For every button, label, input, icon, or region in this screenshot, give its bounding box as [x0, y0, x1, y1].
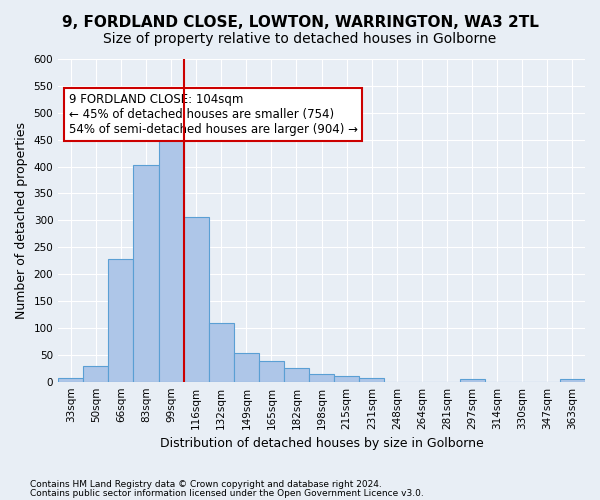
- Text: Contains public sector information licensed under the Open Government Licence v3: Contains public sector information licen…: [30, 488, 424, 498]
- Bar: [83, 366, 109, 382]
- Bar: [234, 352, 259, 382]
- Y-axis label: Number of detached properties: Number of detached properties: [15, 122, 28, 319]
- Bar: [184, 216, 209, 382]
- X-axis label: Distribution of detached houses by size in Golborne: Distribution of detached houses by size …: [160, 437, 484, 450]
- Bar: [309, 374, 334, 382]
- Bar: [460, 379, 485, 382]
- Text: 9 FORDLAND CLOSE: 104sqm
← 45% of detached houses are smaller (754)
54% of semi-: 9 FORDLAND CLOSE: 104sqm ← 45% of detach…: [69, 93, 358, 136]
- Bar: [109, 259, 133, 382]
- Bar: [560, 379, 585, 382]
- Text: 9, FORDLAND CLOSE, LOWTON, WARRINGTON, WA3 2TL: 9, FORDLAND CLOSE, LOWTON, WARRINGTON, W…: [62, 15, 538, 30]
- Bar: [359, 378, 385, 382]
- Bar: [334, 376, 359, 382]
- Bar: [284, 368, 309, 382]
- Bar: [58, 378, 83, 382]
- Bar: [259, 360, 284, 382]
- Bar: [209, 322, 234, 382]
- Bar: [158, 132, 184, 382]
- Text: Contains HM Land Registry data © Crown copyright and database right 2024.: Contains HM Land Registry data © Crown c…: [30, 480, 382, 489]
- Bar: [133, 165, 158, 382]
- Text: Size of property relative to detached houses in Golborne: Size of property relative to detached ho…: [103, 32, 497, 46]
